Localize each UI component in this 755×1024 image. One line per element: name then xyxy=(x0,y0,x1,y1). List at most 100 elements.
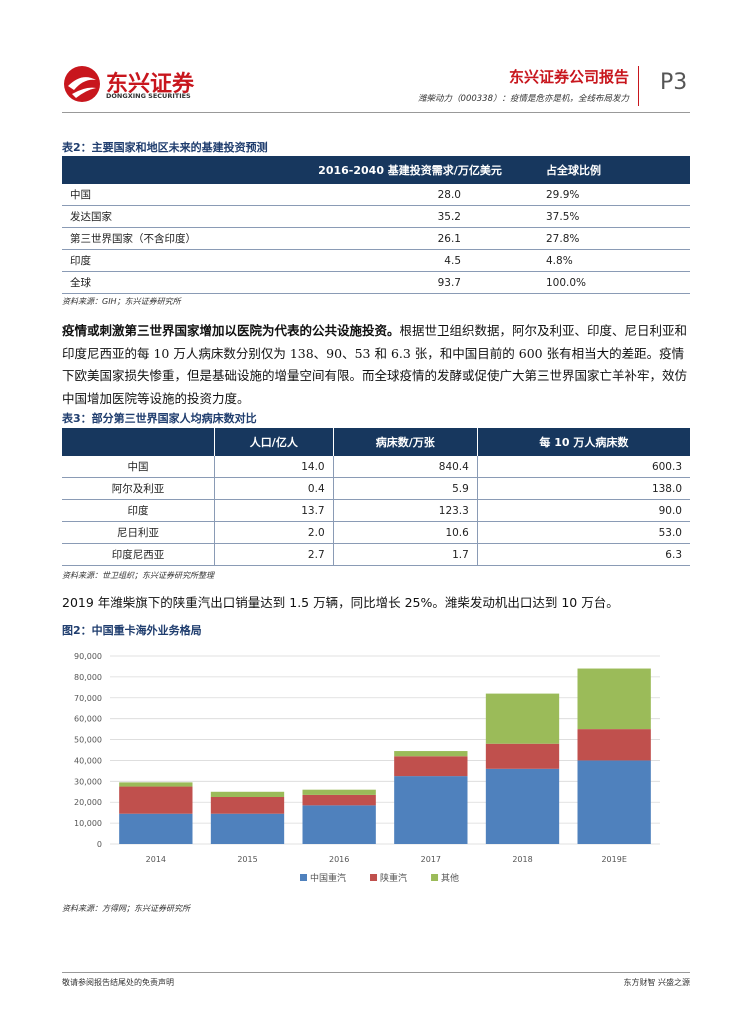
bar-segment xyxy=(119,782,193,787)
source-note: 资料来源：世卫组织；东兴证券研究所整理 xyxy=(62,571,214,580)
table: 人口/亿人 病床数/万张每 10 万人病床数 中国 14.0 840.4 600.3 阿尔及… xyxy=(62,428,690,566)
cell: 93.7 xyxy=(284,271,536,294)
bar-segment xyxy=(119,786,193,814)
bar-segment xyxy=(394,776,468,844)
cell: 28.0 xyxy=(284,184,536,206)
cell: 35.2 xyxy=(284,205,536,228)
cell: 阿尔及利亚 xyxy=(62,477,215,500)
x-tick-label: 2014 xyxy=(146,855,166,864)
cell: 印度 xyxy=(62,249,284,272)
paragraph-lead: 疫情或刺激第三世界国家增加以医院为代表的公共设施投资。 xyxy=(62,323,400,338)
cell: 中国 xyxy=(62,184,284,206)
cell: 100.0% xyxy=(536,271,690,294)
footer-right: 东方财智 兴盛之源 xyxy=(623,978,690,987)
header-cell: 每 10 万人病床数 xyxy=(476,428,690,456)
row: 第三世界国家（不含印度） 26.1 27.8% xyxy=(62,227,690,250)
cell: 13.7 xyxy=(214,499,334,522)
cell: 4.5 xyxy=(284,249,536,272)
header-row: 2016-2040 基建投资需求/万亿美元 占全球比例 xyxy=(62,156,690,184)
cell: 中国 xyxy=(62,456,215,478)
header-rule xyxy=(62,112,690,113)
bar-segment xyxy=(394,756,468,777)
paragraph: 疫情或刺激第三世界国家增加以医院为代表的公共设施投资。根据世卫组织数据，阿尔及利… xyxy=(62,320,692,410)
cell: 4.8% xyxy=(536,249,690,272)
source-note: 资料来源：GIH；东兴证券研究所 xyxy=(62,297,181,306)
cell: 840.4 xyxy=(332,456,478,478)
row: 印度 13.7 123.3 90.0 xyxy=(62,499,690,522)
table-caption: 表3：部分第三世界国家人均病床数对比 xyxy=(62,412,257,425)
legend-swatch xyxy=(370,874,378,881)
cell: 2.7 xyxy=(214,543,334,566)
bar-segment xyxy=(210,797,285,814)
bar-segment xyxy=(210,791,285,797)
header-row: 人口/亿人 病床数/万张每 10 万人病床数 xyxy=(62,428,690,456)
source-note: 资料来源：方得网；东兴证券研究所 xyxy=(62,904,190,913)
legend-label: 中国重汽 xyxy=(310,872,346,884)
row: 阿尔及利亚 0.4 5.9 138.0 xyxy=(62,477,690,500)
logo-text: 东兴证券 xyxy=(106,72,195,97)
cell: 2.0 xyxy=(214,521,334,544)
legend-label: 陕重汽 xyxy=(380,872,407,884)
header-cell: 2016-2040 基建投资需求/万亿美元 xyxy=(284,156,536,184)
y-tick-label: 0 xyxy=(97,840,102,849)
bar-segment xyxy=(394,751,468,757)
bar-segment xyxy=(302,805,376,844)
report-subtitle: 潍柴动力（000338）：疫情是危亦是机，全线布局发力 xyxy=(418,94,629,104)
y-tick-label: 10,000 xyxy=(74,819,102,828)
cell: 0.4 xyxy=(214,477,334,500)
y-tick-label: 60,000 xyxy=(74,715,102,724)
y-tick-label: 70,000 xyxy=(74,694,102,703)
row: 中国 28.0 29.9% xyxy=(62,184,690,206)
bar-segment xyxy=(577,729,651,761)
cell: 26.1 xyxy=(284,227,536,250)
divider xyxy=(638,66,639,106)
cell: 印度 xyxy=(62,499,215,522)
cell: 10.6 xyxy=(332,521,478,544)
chart: 0 10,000 20,000 30,000 40,000 50,000 60,000 70,… xyxy=(74,652,660,884)
figure-caption: 图2：中国重卡海外业务格局 xyxy=(62,624,202,637)
cell: 印度尼西亚 xyxy=(62,543,215,566)
header-cell xyxy=(62,156,284,184)
x-tick-label: 2019E xyxy=(601,855,626,864)
cell: 90.0 xyxy=(476,499,690,522)
x-tick-label: 2016 xyxy=(329,855,349,864)
cell: 5.9 xyxy=(332,477,478,500)
row: 发达国家 35.2 37.5% xyxy=(62,205,690,228)
bar-segment xyxy=(302,794,376,806)
cell: 600.3 xyxy=(476,456,690,478)
x-tick-label: 2015 xyxy=(237,855,257,864)
x-tick-label: 2017 xyxy=(421,855,441,864)
table: 2016-2040 基建投资需求/万亿美元 占全球比例 中国 28.0 29.9% 发达国… xyxy=(62,156,690,294)
report-label: 东兴证券公司报告 xyxy=(508,68,629,86)
legend-swatch xyxy=(300,874,307,881)
x-tick-label: 2018 xyxy=(512,855,532,864)
cell: 27.8% xyxy=(536,227,690,250)
y-tick-label: 20,000 xyxy=(74,798,102,807)
header-cell: 病床数/万张 xyxy=(332,428,478,456)
row: 全球 93.7 100.0% xyxy=(62,271,690,294)
cell: 53.0 xyxy=(476,521,690,544)
cell: 123.3 xyxy=(332,499,478,522)
bar-segment xyxy=(302,789,376,795)
cell: 29.9% xyxy=(536,184,690,206)
table-caption: 表2：主要国家和地区未来的基建投资预测 xyxy=(62,141,268,154)
logo-english: DONGXING SECURITIES xyxy=(106,92,191,100)
row: 尼日利亚 2.0 10.6 53.0 xyxy=(62,521,690,544)
page-number: P3 xyxy=(660,70,688,95)
y-tick-label: 80,000 xyxy=(74,673,102,682)
header-cell: 人口/亿人 xyxy=(214,428,334,456)
paragraph-text: 根据世卫组织数据，阿尔及利亚、印度、尼日利亚和印度尼西亚的每 10 万人病床数分… xyxy=(62,323,688,406)
bar-segment xyxy=(577,668,651,730)
cell: 尼日利亚 xyxy=(62,521,215,544)
cell: 6.3 xyxy=(476,543,690,566)
cell: 138.0 xyxy=(476,477,690,500)
row: 中国 14.0 840.4 600.3 xyxy=(62,456,690,478)
y-tick-label: 50,000 xyxy=(74,736,102,745)
legend-swatch xyxy=(431,874,439,881)
logo-icon xyxy=(64,66,100,102)
row: 印度 4.5 4.8% xyxy=(62,249,690,272)
cell: 全球 xyxy=(62,271,284,294)
cell: 1.7 xyxy=(332,543,478,566)
paragraph: 2019 年潍柴旗下的陕重汽出口销量达到 1.5 万辆，同比增长 25%。潍柴发… xyxy=(62,595,619,610)
bar-segment xyxy=(577,760,651,844)
